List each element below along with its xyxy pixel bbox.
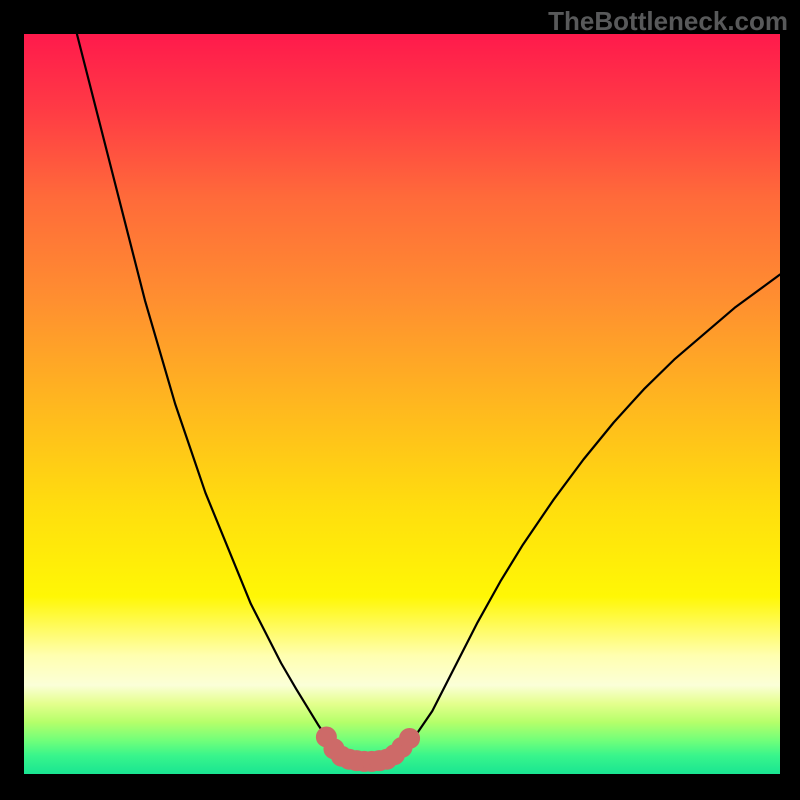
valley-marker — [400, 728, 420, 748]
watermark-label: TheBottleneck.com — [548, 6, 788, 37]
gradient-background — [24, 34, 780, 774]
bottleneck-chart — [24, 34, 780, 774]
plot-area — [24, 34, 780, 774]
chart-frame: TheBottleneck.com — [0, 0, 800, 800]
